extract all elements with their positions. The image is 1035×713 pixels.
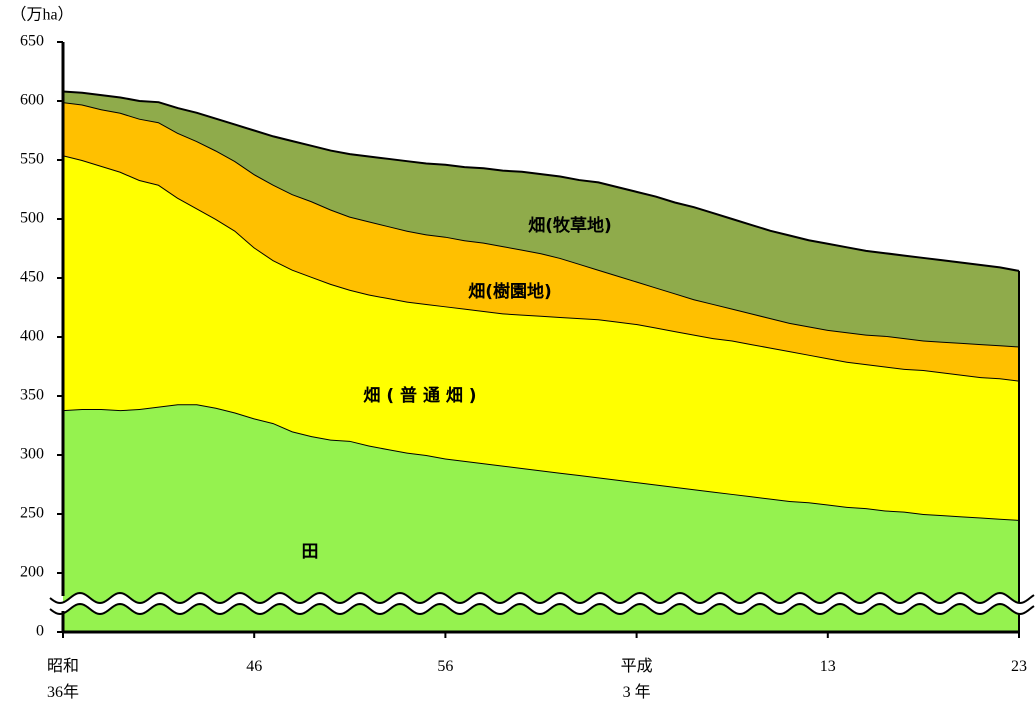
area-label: 田 <box>302 542 319 562</box>
x-tick-label: 46 <box>246 658 263 675</box>
area <box>63 91 1019 347</box>
area <box>63 155 1019 520</box>
y-axis-unit: （万ha） <box>10 6 73 24</box>
y-tick-label: 400 <box>20 328 44 345</box>
x-tick-label: 平成 3 年 <box>620 658 653 701</box>
y-tick-label: 200 <box>20 564 44 581</box>
y-tick-label: 550 <box>20 151 44 168</box>
area-label: 畑 ( 普 通 畑 ) <box>363 385 476 406</box>
y-tick-label: 250 <box>20 505 44 522</box>
area-label: 畑(樹園地) <box>468 281 552 302</box>
area <box>63 102 1019 381</box>
area-label: 畑(牧草地) <box>528 215 612 236</box>
x-tick-label: 13 <box>819 658 836 675</box>
axis-break-line <box>49 591 1035 605</box>
axis-break-line <box>49 602 1035 616</box>
x-tick-label: 昭和 36年 <box>46 658 79 701</box>
x-tick-label: 23 <box>1011 658 1027 675</box>
area <box>63 404 1019 632</box>
y-tick-label: 600 <box>20 92 44 109</box>
y-tick-label: 350 <box>20 387 44 404</box>
area-top-line <box>62 90 1020 272</box>
y-tick-label: 450 <box>20 269 44 286</box>
y-tick-label: 300 <box>20 446 44 463</box>
y-tick-label: 650 <box>20 33 44 50</box>
y-tick-label: 0 <box>36 623 44 640</box>
x-tick-label: 56 <box>437 658 454 675</box>
y-tick-label: 500 <box>20 210 44 227</box>
